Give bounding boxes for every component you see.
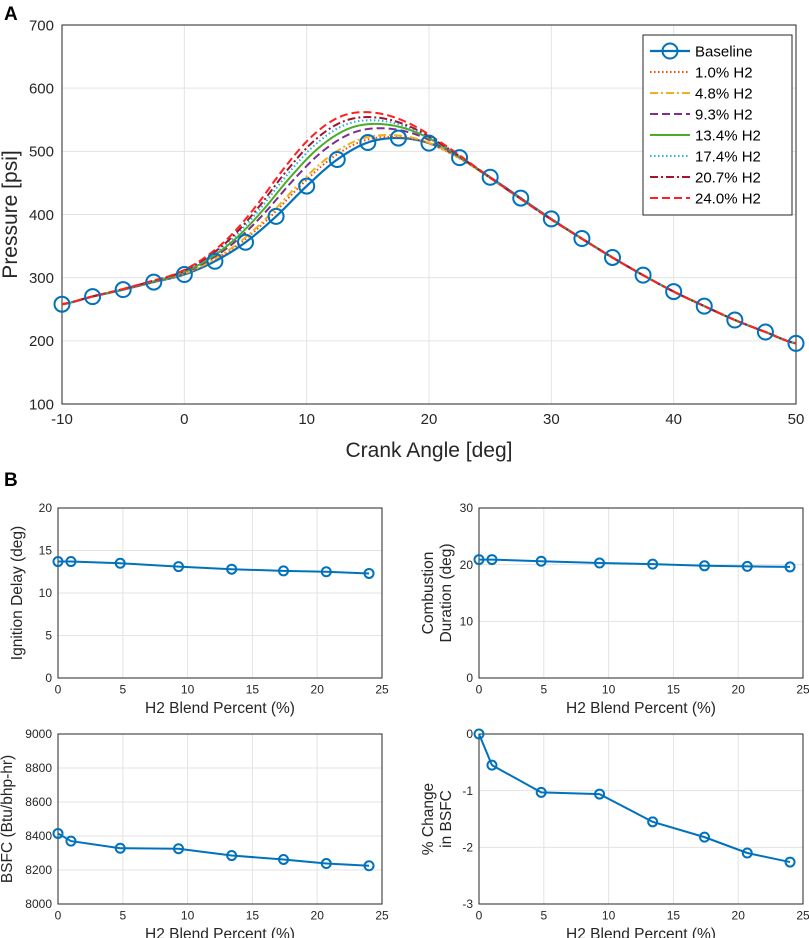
bsfc-change-chart: 0 5 10 15 20 25 -3 -2 -1 0 H2 Blend Percent (%) % C…: [420, 727, 809, 938]
y-tick-label: 400: [29, 207, 54, 224]
x-tick-label: 0: [476, 683, 483, 697]
x-tick-label: 10: [298, 411, 315, 428]
x-tick-label: 30: [543, 411, 560, 428]
y-tick-label: -3: [462, 897, 473, 911]
x-axis-label: H2 Blend Percent (%): [145, 700, 295, 717]
x-tick-label: 5: [119, 683, 126, 697]
y-tick-label: 100: [29, 396, 54, 413]
x-tick-label: 25: [796, 909, 809, 923]
y-tick-label: 20: [39, 501, 53, 515]
y-axis-label-line: Combustion: [420, 552, 437, 635]
y-axis-label-line: Duration (deg): [438, 543, 455, 642]
y-tick-label: 10: [39, 586, 53, 600]
y-tick-label: 300: [29, 270, 54, 287]
legend-label: 17.4% H2: [695, 149, 761, 166]
y-axis-label: Pressure [psi]: [0, 150, 22, 278]
x-axis-label: H2 Blend Percent (%): [566, 926, 716, 938]
legend-label: 24.0% H2: [695, 191, 761, 208]
y-tick-label: 8800: [25, 761, 52, 775]
y-tick-label: 30: [460, 501, 474, 515]
y-tick-label: 500: [29, 144, 54, 161]
combustion-duration-chart: 0 5 10 15 20 25 0 10 20 30 H2 Blend Percent (%) Com…: [420, 501, 809, 717]
ignition-delay-chart: 0 5 10 15 20 25 0 5 10 15 20 H2 Blend Percent (%) Ig…: [9, 501, 389, 717]
x-axis-label: H2 Blend Percent (%): [145, 926, 295, 938]
x-tick-label: 20: [311, 909, 325, 923]
x-tick-label: 15: [246, 683, 260, 697]
pressure-chart: -10 0 10 20 30 40 50 100 200 300 400 500 600 700 Crank…: [0, 17, 804, 462]
y-tick-label: 8600: [25, 795, 52, 809]
x-tick-label: 40: [665, 411, 682, 428]
plot-area: [479, 734, 803, 904]
y-tick-label: 5: [45, 629, 52, 643]
x-tick-label: 10: [181, 683, 195, 697]
x-tick-label: 25: [375, 683, 389, 697]
legend-label: 20.7% H2: [695, 170, 761, 187]
x-tick-label: 5: [540, 909, 547, 923]
x-tick-label: 10: [602, 909, 616, 923]
y-tick-label: 600: [29, 80, 54, 97]
x-axis-label: Crank Angle [deg]: [346, 439, 513, 462]
y-tick-label: 8200: [25, 863, 52, 877]
y-axis-label: BSFC (Btu/bhp-hr): [0, 755, 16, 883]
y-axis-label: Ignition Delay (deg): [9, 526, 26, 660]
panel-label-a: A: [4, 4, 18, 25]
y-tick-label: 10: [460, 615, 474, 629]
legend-label: Baseline: [695, 44, 753, 61]
y-axis-label-line: Ignition Delay (deg): [9, 526, 26, 660]
x-tick-label: 25: [796, 683, 809, 697]
y-tick-label: 8000: [25, 897, 52, 911]
y-tick-label: 8400: [25, 829, 52, 843]
y-tick-label: 15: [39, 544, 53, 558]
x-tick-label: 0: [55, 909, 62, 923]
legend-box: [643, 35, 792, 215]
legend-label: 4.8% H2: [695, 86, 753, 103]
x-tick-label: 5: [540, 683, 547, 697]
x-tick-label: 15: [667, 909, 681, 923]
y-axis-label: CombustionDuration (deg): [420, 543, 455, 642]
y-tick-label: 0: [466, 671, 473, 685]
y-tick-label: 200: [29, 333, 54, 350]
bsfc-chart: 0 5 10 15 20 25 8000 8200 8400 8600 8800 9000 H2 Ble…: [0, 727, 389, 938]
legend-label: 1.0% H2: [695, 65, 753, 82]
y-axis-label: % Changein BSFC: [420, 783, 455, 855]
panel-label-b: B: [4, 470, 18, 491]
legend-label: 13.4% H2: [695, 128, 761, 145]
y-tick-label: -1: [462, 784, 473, 798]
legend: Baseline 1.0% H2 4.8% H2 9.3% H2 13.4% H2 17.…: [643, 35, 792, 215]
x-tick-label: 15: [667, 683, 681, 697]
x-tick-label: 0: [180, 411, 188, 428]
x-tick-label: 20: [421, 411, 438, 428]
figure: A B -10 0 10 20 30 40 50100200300400500600700C…: [0, 0, 809, 938]
x-tick-label: 20: [732, 909, 746, 923]
x-tick-label: -10: [51, 411, 73, 428]
x-tick-label: 15: [246, 909, 260, 923]
x-tick-label: 50: [788, 411, 805, 428]
x-tick-label: 0: [55, 683, 62, 697]
y-tick-label: -2: [462, 841, 473, 855]
x-tick-label: 20: [732, 683, 746, 697]
x-axis-label: H2 Blend Percent (%): [566, 700, 716, 717]
x-tick-label: 20: [311, 683, 325, 697]
y-axis-label-line: % Change: [420, 783, 437, 855]
x-tick-label: 10: [181, 909, 195, 923]
plot-area: [479, 508, 803, 678]
y-tick-label: 0: [45, 671, 52, 685]
y-axis-label-line: BSFC (Btu/bhp-hr): [0, 755, 16, 883]
y-tick-label: 0: [466, 727, 473, 741]
x-tick-label: 25: [375, 909, 389, 923]
y-tick-label: 9000: [25, 727, 52, 741]
legend-label: 9.3% H2: [695, 107, 753, 124]
y-tick-label: 20: [460, 558, 474, 572]
y-tick-label: 700: [29, 17, 54, 34]
x-tick-label: 10: [602, 683, 616, 697]
y-axis-label-line: in BSFC: [438, 790, 455, 848]
y-axis-label-line: Pressure [psi]: [0, 150, 22, 278]
plot-area: [58, 734, 382, 904]
x-tick-label: 5: [119, 909, 126, 923]
x-tick-label: 0: [476, 909, 483, 923]
